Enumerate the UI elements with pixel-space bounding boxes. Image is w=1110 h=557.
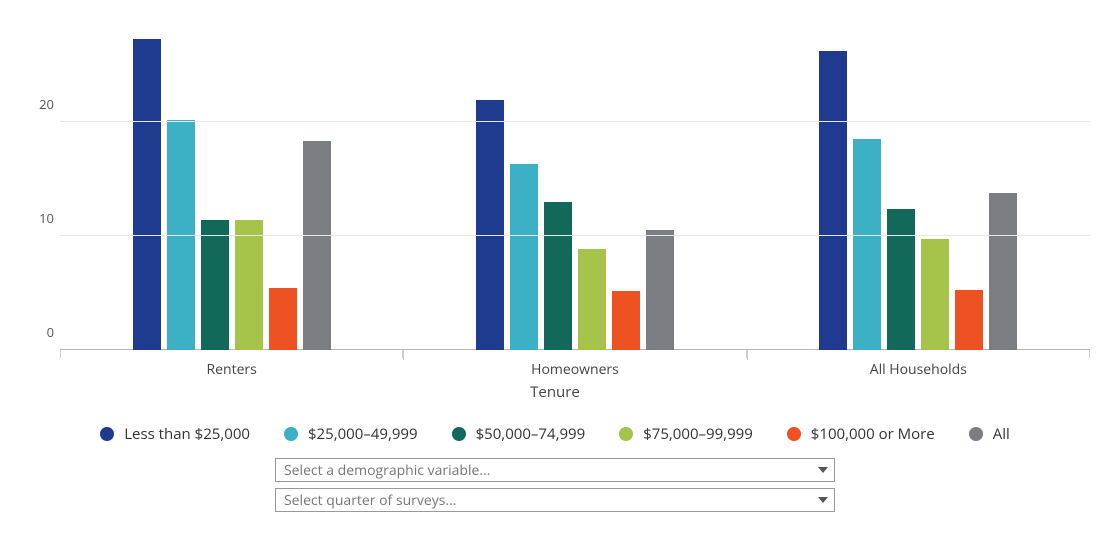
gridline — [60, 121, 1090, 122]
y-tick-label: 0 — [20, 323, 54, 341]
bar[interactable] — [235, 220, 263, 350]
legend-swatch — [787, 427, 801, 441]
legend-item[interactable]: $50,000–74,999 — [452, 424, 586, 444]
chevron-down-icon — [818, 497, 828, 503]
legend-label: $25,000–49,999 — [308, 424, 418, 444]
legend-item[interactable]: $100,000 or More — [787, 424, 935, 444]
category-label: All Households — [747, 350, 1090, 379]
bar[interactable] — [133, 39, 161, 350]
legend-label: $75,000–99,999 — [643, 424, 753, 444]
gridline — [60, 235, 1090, 236]
bar[interactable] — [269, 288, 297, 350]
legend-label: All — [993, 424, 1010, 444]
bar-group: Renters — [60, 8, 403, 350]
bar[interactable] — [989, 193, 1017, 350]
plot-area: RentersHomeownersAll Households 01020 — [60, 8, 1090, 378]
legend-swatch — [619, 427, 633, 441]
legend-label: $50,000–74,999 — [476, 424, 586, 444]
bar[interactable] — [921, 239, 949, 350]
legend-item[interactable]: Less than $25,000 — [100, 424, 250, 444]
chevron-down-icon — [818, 467, 828, 473]
bar[interactable] — [887, 209, 915, 350]
demographic-select[interactable]: Select a demographic variable... — [275, 458, 835, 482]
bar[interactable] — [476, 100, 504, 350]
legend-swatch — [100, 427, 114, 441]
bar[interactable] — [578, 249, 606, 350]
bar-group: All Households — [747, 8, 1090, 350]
bar[interactable] — [201, 220, 229, 350]
bar[interactable] — [303, 141, 331, 350]
bar-group: Homeowners — [403, 8, 746, 350]
legend-swatch — [969, 427, 983, 441]
legend: Less than $25,000 $25,000–49,999 $50,000–7… — [0, 402, 1110, 458]
category-label: Homeowners — [403, 350, 746, 379]
bar[interactable] — [612, 291, 640, 350]
y-tick-label: 10 — [20, 209, 54, 227]
legend-label: $100,000 or More — [811, 424, 935, 444]
bar[interactable] — [955, 290, 983, 350]
bar-groups: RentersHomeownersAll Households — [60, 8, 1090, 350]
legend-item[interactable]: All — [969, 424, 1010, 444]
y-tick-label: 20 — [20, 95, 54, 113]
category-label: Renters — [60, 350, 403, 379]
quarter-select[interactable]: Select quarter of surveys... — [275, 488, 835, 512]
legend-swatch — [284, 427, 298, 441]
bar[interactable] — [544, 202, 572, 350]
legend-label: Less than $25,000 — [124, 424, 250, 444]
bar[interactable] — [510, 164, 538, 350]
legend-swatch — [452, 427, 466, 441]
x-axis-title: Tenure — [0, 382, 1110, 402]
quarter-select-placeholder: Select quarter of surveys... — [284, 491, 456, 510]
bar[interactable] — [646, 230, 674, 350]
demographic-select-placeholder: Select a demographic variable... — [284, 461, 490, 480]
bar[interactable] — [819, 51, 847, 350]
legend-item[interactable]: $75,000–99,999 — [619, 424, 753, 444]
bar[interactable] — [853, 139, 881, 350]
controls: Select a demographic variable... Select … — [0, 458, 1110, 522]
chart-container: RentersHomeownersAll Households 01020 Te… — [0, 0, 1110, 522]
legend-item[interactable]: $25,000–49,999 — [284, 424, 418, 444]
